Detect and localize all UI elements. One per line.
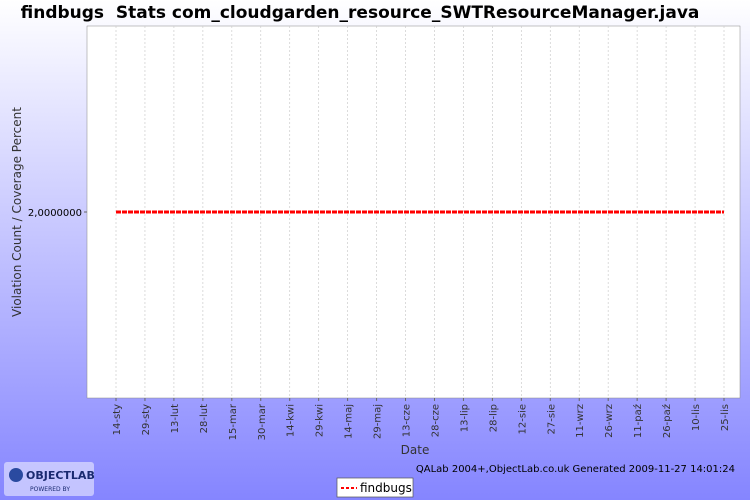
logo-tagline: POWERED BY [30, 486, 70, 493]
x-tick-label: 25-lis [720, 404, 731, 431]
legend-box [336, 477, 414, 498]
x-tick-label: 11-wrz [575, 404, 586, 438]
x-tick-label: 29-sty [141, 404, 152, 435]
x-tick-label: 30-mar [257, 403, 268, 440]
x-tick-label: 29-maj [373, 404, 384, 439]
y-tick-label: 2,0000000 [28, 208, 82, 219]
logo-icon [9, 468, 23, 482]
logo-box [4, 462, 94, 496]
logo-name: OBJECTLAB [26, 469, 95, 482]
footer: QALab 2004+,ObjectLab.co.uk Generated 20… [416, 464, 735, 475]
x-tick-label: 27-sie [546, 404, 557, 434]
x-tick-label: 14-sty [112, 404, 123, 435]
x-tick-label: 14-kwi [286, 404, 297, 437]
x-tick-label: 29-kwi [315, 404, 326, 437]
logo: OBJECTLAB POWERED BY [4, 462, 95, 496]
x-tick-label: 14-maj [344, 404, 355, 439]
x-tick-label: 12-sie [517, 404, 528, 434]
x-axis-label: Date [401, 443, 430, 457]
x-tick-label: 13-lip [459, 404, 470, 432]
x-tick-label: 10-lis [691, 404, 702, 431]
x-tick-label: 13-cze [402, 404, 413, 437]
x-tick-label: 28-lut [199, 404, 210, 433]
x-tick-label: 26-paź [661, 404, 673, 438]
x-tick-label: 15-mar [228, 403, 239, 440]
legend-label: findbugs [360, 481, 412, 495]
x-tick-label: 13-lut [170, 404, 181, 433]
y-axis-label: Violation Count / Coverage Percent [10, 107, 24, 317]
x-tick-label: 28-cze [430, 404, 441, 437]
chart-title: findbugs Stats com_cloudgarden_resource_… [21, 3, 700, 23]
x-tick-label: 11-paź [632, 404, 644, 438]
x-tick-label: 28-lip [488, 404, 499, 432]
x-tick-label: 26-wrz [604, 404, 615, 438]
